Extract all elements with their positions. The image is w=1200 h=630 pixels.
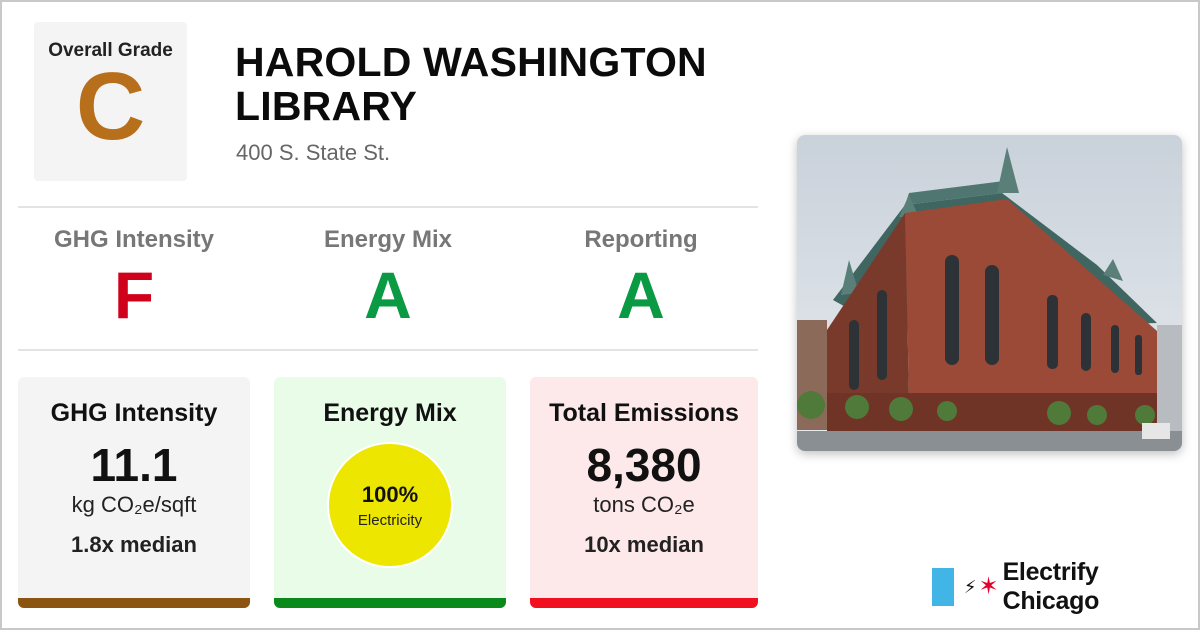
divider-bottom (18, 349, 758, 351)
building-photo (797, 135, 1182, 451)
card-color-bar (530, 598, 758, 608)
energy-mix-source: Electricity (357, 511, 423, 529)
total-emissions-card: Total Emissions 8,380 tons CO₂e 10x medi… (530, 377, 758, 608)
card-value: 11.1 (90, 439, 178, 491)
card-unit: kg CO₂e/sqft (71, 492, 197, 517)
grade-label: Reporting (584, 226, 698, 253)
energy-mix-circle: 100% Electricity (327, 442, 453, 568)
grade-label: Energy Mix (323, 226, 453, 253)
energy-mix-card: Energy Mix 100% Electricity (274, 377, 506, 608)
card-color-bar (274, 598, 506, 608)
grade-letter: A (364, 258, 412, 332)
grade-energy-mix: Energy Mix A (272, 226, 504, 328)
card-median: 1.8x median (71, 532, 197, 557)
ghg-intensity-card: GHG Intensity 11.1 kg CO₂e/sqft 1.8x med… (18, 377, 250, 608)
card-title: GHG Intensity (50, 399, 218, 427)
card-color-bar (18, 598, 250, 608)
card-median: 10x median (584, 532, 704, 557)
overall-grade-box: Overall Grade C (34, 22, 187, 181)
card-title: Total Emissions (549, 399, 739, 427)
star-icon: ✶ (978, 573, 999, 600)
overall-grade-letter: C (75, 53, 146, 160)
grade-letter: F (113, 258, 155, 332)
card-title: Energy Mix (323, 399, 457, 427)
overall-grade-label: Overall Grade (48, 40, 173, 61)
building-name: HAROLD WASHINGTON LIBRARY (235, 39, 707, 129)
logo-text: Electrify Chicago (1002, 558, 1100, 615)
grade-label: GHG Intensity (53, 226, 215, 253)
flag-stripe (932, 568, 954, 606)
building-address: 400 S. State St. (236, 140, 391, 165)
energy-mix-percent: 100% (361, 481, 419, 507)
grade-letter: A (617, 258, 665, 332)
plug-icon: ⚡ (963, 576, 977, 597)
grade-reporting: Reporting A (525, 226, 757, 328)
card-value: 8,380 (586, 439, 702, 491)
electrify-chicago-logo: ⚡ ✶ Electrify Chicago (932, 558, 1200, 615)
divider-top (18, 206, 758, 208)
grade-ghg-intensity: GHG Intensity F (18, 226, 250, 328)
card-unit: tons CO₂e (593, 492, 695, 517)
